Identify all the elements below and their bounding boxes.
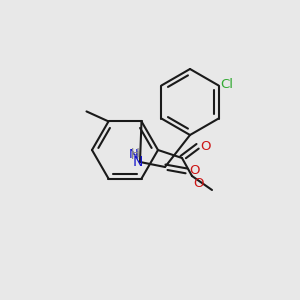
Text: Cl: Cl	[220, 78, 234, 91]
Text: H: H	[130, 151, 139, 161]
Text: O: O	[200, 140, 211, 152]
Text: O: O	[193, 177, 203, 190]
Text: N: N	[133, 155, 143, 169]
Text: O: O	[189, 164, 200, 178]
Text: H: H	[131, 147, 140, 160]
Text: N: N	[129, 148, 139, 161]
